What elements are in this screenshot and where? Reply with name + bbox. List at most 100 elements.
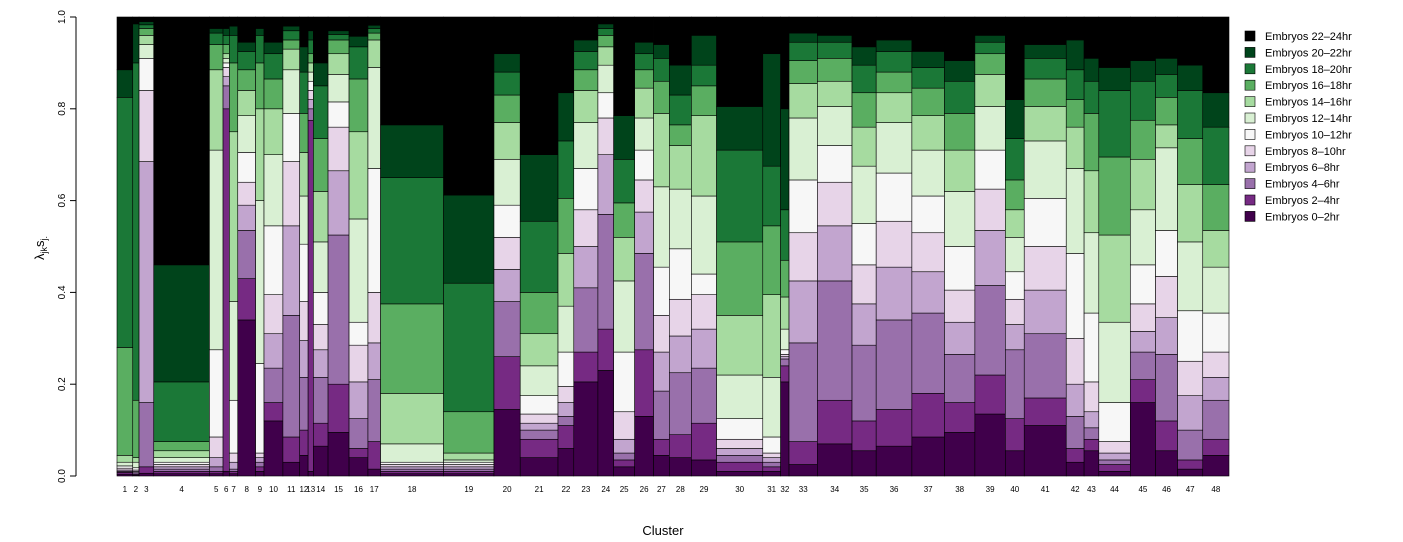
x-tick-label: 28	[676, 485, 685, 494]
x-tick-label: 11	[287, 485, 296, 494]
cluster-bar-24	[597, 16, 614, 477]
legend-swatch	[1244, 211, 1256, 222]
bar-segment	[851, 303, 877, 346]
bar-segment	[944, 80, 976, 114]
bar-segment	[153, 16, 210, 266]
bar-segment	[493, 16, 521, 55]
bar-segment	[307, 53, 314, 64]
bar-segment	[1065, 448, 1085, 463]
bar-segment	[851, 16, 877, 48]
bar-segment	[634, 149, 654, 181]
x-tick-label: 27	[657, 485, 666, 494]
bar-segment	[1130, 158, 1156, 211]
x-tick-label: 48	[1211, 485, 1220, 494]
bar-segment	[1065, 416, 1085, 449]
bar-segment	[229, 399, 239, 454]
bar-segment	[255, 35, 265, 64]
bar-segment	[263, 16, 284, 43]
bar-segment	[138, 402, 155, 468]
bar-segment	[851, 46, 877, 66]
bar-segment	[348, 381, 369, 419]
x-tick-label: 32	[780, 485, 789, 494]
bar-segment	[573, 351, 599, 383]
bar-segment	[299, 340, 309, 378]
bar-segment	[153, 471, 210, 475]
bar-segment	[327, 53, 350, 75]
bar-segment	[282, 16, 301, 27]
bar-segment	[557, 198, 575, 254]
bar-segment	[1130, 402, 1156, 477]
bar-segment	[573, 90, 599, 123]
cluster-bar-9	[255, 16, 265, 477]
bar-segment	[263, 367, 284, 403]
bar-segment	[153, 441, 210, 452]
bar-segment	[209, 16, 224, 29]
bar-segment	[380, 461, 444, 465]
cluster-bar-21	[519, 16, 559, 477]
cluster-bar-1	[116, 16, 134, 477]
bar-segment	[222, 67, 230, 77]
bar-segment	[597, 328, 614, 371]
bar-segment	[519, 365, 559, 396]
bar-segment	[788, 232, 818, 282]
bar-segment	[367, 168, 381, 293]
bar-segment	[911, 115, 945, 151]
bar-segment	[299, 195, 309, 245]
bar-segment	[780, 259, 790, 298]
bar-segment	[691, 459, 717, 477]
bar-segment	[222, 28, 230, 36]
bar-segment	[573, 122, 599, 169]
bar-segment	[788, 280, 818, 344]
legend-swatch	[1244, 47, 1256, 58]
bar-segment	[327, 74, 350, 103]
cluster-bar-40	[1005, 16, 1025, 477]
bar-segment	[911, 312, 945, 394]
bar-segment	[263, 294, 284, 335]
legend-label: Embryos 10–12hr	[1265, 129, 1352, 141]
x-tick-label: 4	[179, 485, 184, 494]
bar-segment	[327, 383, 350, 433]
cluster-bar-6	[222, 16, 230, 477]
bar-segment	[1083, 113, 1100, 172]
bar-segment	[1098, 67, 1131, 91]
x-tick-label: 37	[924, 485, 933, 494]
bar-segment	[1177, 459, 1204, 470]
bar-segment	[1005, 16, 1025, 100]
bar-segment	[573, 287, 599, 353]
bar-segment	[613, 452, 635, 461]
bar-segment	[788, 464, 818, 477]
bar-segment	[1155, 230, 1178, 277]
bar-segment	[875, 220, 913, 268]
bar-segment	[493, 237, 521, 270]
y-axis-title-sub-j: j.	[39, 236, 49, 242]
bar-segment	[313, 16, 329, 64]
bar-segment	[669, 188, 692, 250]
bar-segment	[788, 83, 818, 119]
bar-segment	[282, 436, 301, 463]
cluster-bar-23	[573, 16, 599, 477]
bar-segment	[557, 416, 575, 426]
bar-segment	[1005, 237, 1025, 273]
bar-segment	[443, 473, 495, 477]
bar-segment	[875, 122, 913, 174]
bar-segment	[263, 78, 284, 110]
y-tick-label: 0.6	[57, 193, 68, 207]
bar-segment	[1005, 298, 1025, 325]
bar-segment	[1005, 450, 1025, 477]
bar-segment	[222, 16, 230, 29]
x-tick-label: 43	[1087, 485, 1096, 494]
bar-segment	[762, 377, 781, 438]
bar-segment	[209, 44, 224, 71]
bar-segment	[1155, 16, 1178, 59]
bar-segment	[613, 438, 635, 454]
bar-segment	[132, 16, 140, 25]
cluster-bar-18	[380, 16, 444, 477]
bar-segment	[851, 126, 877, 167]
bar-segment	[138, 35, 155, 45]
bar-segment	[237, 230, 256, 279]
bar-segment	[974, 74, 1006, 107]
bar-segment	[380, 177, 444, 305]
bar-segment	[519, 154, 559, 222]
bar-segment	[573, 16, 599, 41]
bar-segment	[597, 28, 614, 36]
